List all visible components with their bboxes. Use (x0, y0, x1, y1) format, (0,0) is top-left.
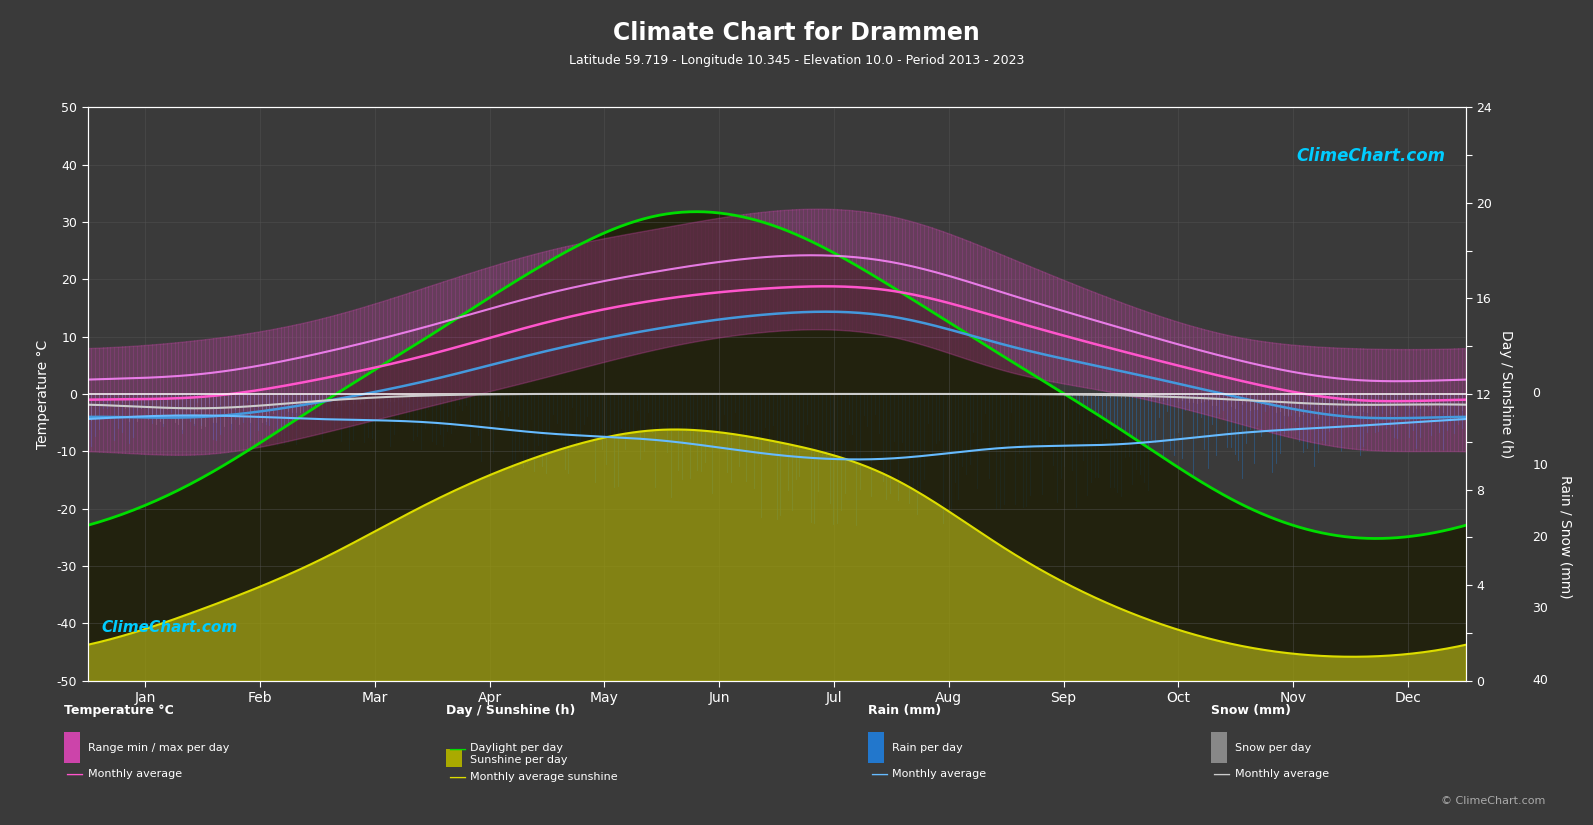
Text: Monthly average: Monthly average (1235, 769, 1329, 779)
Text: Rain per day: Rain per day (892, 743, 962, 753)
Text: ClimeChart.com: ClimeChart.com (102, 620, 237, 634)
Text: Monthly average: Monthly average (88, 769, 182, 779)
Text: Temperature °C: Temperature °C (64, 704, 174, 717)
Text: —: — (448, 768, 465, 786)
Text: © ClimeChart.com: © ClimeChart.com (1440, 796, 1545, 806)
Text: Snow (mm): Snow (mm) (1211, 704, 1290, 717)
Text: —: — (1212, 765, 1230, 783)
Text: 40: 40 (1532, 674, 1548, 687)
Y-axis label: Temperature °C: Temperature °C (35, 339, 49, 449)
Text: 20: 20 (1532, 530, 1548, 544)
Text: ClimeChart.com: ClimeChart.com (1295, 148, 1445, 165)
Text: Rain (mm): Rain (mm) (868, 704, 941, 717)
Text: Latitude 59.719 - Longitude 10.345 - Elevation 10.0 - Period 2013 - 2023: Latitude 59.719 - Longitude 10.345 - Ele… (569, 54, 1024, 67)
Text: Range min / max per day: Range min / max per day (88, 743, 229, 753)
Text: Monthly average: Monthly average (892, 769, 986, 779)
Text: 10: 10 (1532, 459, 1548, 472)
Text: Daylight per day: Daylight per day (470, 743, 562, 753)
Text: Rain / Snow (mm): Rain / Snow (mm) (1558, 475, 1572, 599)
Y-axis label: Day / Sunshine (h): Day / Sunshine (h) (1499, 330, 1513, 458)
Text: —: — (65, 765, 83, 783)
Text: Climate Chart for Drammen: Climate Chart for Drammen (613, 21, 980, 45)
Text: 0: 0 (1532, 388, 1540, 400)
Text: —: — (870, 765, 887, 783)
Text: Snow per day: Snow per day (1235, 743, 1311, 753)
Text: Monthly average sunshine: Monthly average sunshine (470, 772, 618, 782)
Text: Sunshine per day: Sunshine per day (470, 755, 567, 765)
Text: 30: 30 (1532, 602, 1548, 615)
Text: Day / Sunshine (h): Day / Sunshine (h) (446, 704, 575, 717)
Text: —: — (448, 739, 465, 757)
